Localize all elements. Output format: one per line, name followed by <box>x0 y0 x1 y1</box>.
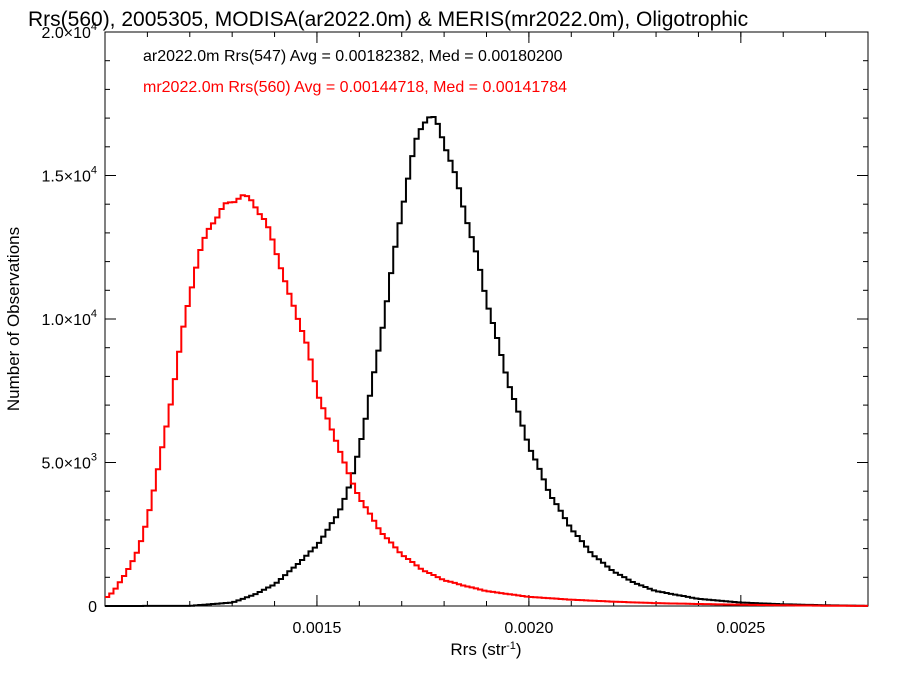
x-tick-label: 0.0020 <box>504 620 553 637</box>
x-tick-label: 0.0015 <box>292 620 341 637</box>
y-tick-label: 0 <box>88 599 97 616</box>
plot-frame <box>104 31 869 607</box>
y-axis-label: Number of Observations <box>4 227 23 411</box>
legend-entry-ar2022: ar2022.0m Rrs(547) Avg = 0.00182382, Med… <box>143 48 563 65</box>
legend: ar2022.0m Rrs(547) Avg = 0.00182382, Med… <box>143 48 567 96</box>
x-axis-label-text: Rrs (str <box>450 640 506 659</box>
x-axis-label-exponent: -1 <box>506 640 516 652</box>
y-tick-label: 1.0×104 <box>41 308 97 329</box>
x-axis-ticks: 0.0015 0.0020 0.0025 <box>104 32 869 637</box>
legend-entry-mr2022: mr2022.0m Rrs(560) Avg = 0.00144718, Med… <box>143 79 567 96</box>
x-axis-label-close: ) <box>516 640 522 659</box>
series-layer <box>105 116 868 607</box>
x-tick-label: 0.0025 <box>716 620 765 637</box>
chart-title: Rrs(560), 2005305, MODISA(ar2022.0m) & M… <box>28 8 748 31</box>
y-tick-label: 5.0×103 <box>41 452 97 473</box>
y-tick-label: 1.5×104 <box>41 165 97 186</box>
x-axis-label: Rrs (str-1) <box>450 640 521 659</box>
series-line-0 <box>105 116 868 607</box>
series-line-1 <box>105 194 868 607</box>
y-axis-ticks: 0 5.0×103 1.0×104 1.5×104 2.0×104 <box>41 21 868 616</box>
y-tick-label: 2.0×104 <box>41 21 97 42</box>
